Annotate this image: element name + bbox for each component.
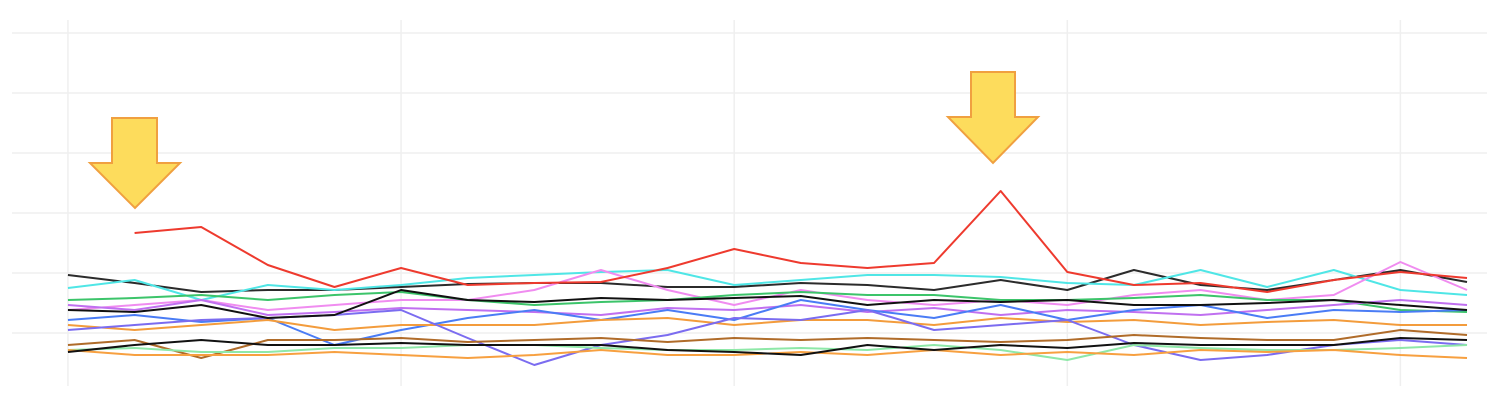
series-line bbox=[134, 190, 1468, 293]
arrow-annotation bbox=[945, 71, 1041, 165]
series-line bbox=[67, 329, 1468, 359]
arrow-annotation bbox=[87, 117, 183, 210]
series-line bbox=[67, 291, 1468, 313]
series-line bbox=[67, 269, 1468, 301]
series-line bbox=[67, 344, 1468, 361]
series-line bbox=[67, 299, 1468, 316]
annotation-arrows bbox=[87, 71, 1041, 210]
grid bbox=[12, 20, 1487, 386]
series-line bbox=[67, 299, 1468, 346]
series-line bbox=[67, 289, 1468, 319]
series-line bbox=[67, 317, 1468, 331]
series-line bbox=[67, 337, 1468, 356]
lines bbox=[67, 190, 1468, 366]
